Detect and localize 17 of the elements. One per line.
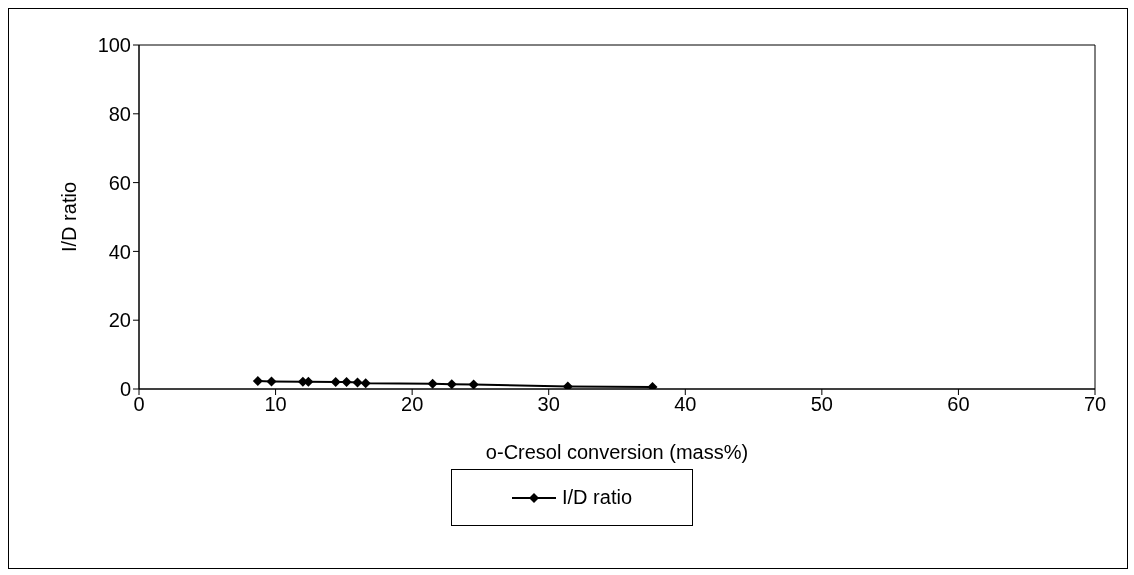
x-tick-label: 50 xyxy=(810,393,833,416)
legend-label: I/D ratio xyxy=(561,486,633,509)
x-tick-label: 40 xyxy=(674,393,697,416)
x-tick-label: 70 xyxy=(1083,393,1107,416)
y-tick-label: 20 xyxy=(108,309,131,332)
x-tick-label: 0 xyxy=(133,393,145,416)
y-axis-title: I/D ratio xyxy=(58,181,81,253)
y-tick-label: 80 xyxy=(108,102,131,125)
y-tick-label: 0 xyxy=(119,378,131,401)
y-tick-label: 60 xyxy=(108,171,131,194)
x-tick-label: 10 xyxy=(264,393,287,416)
x-tick-label: 30 xyxy=(537,393,560,416)
x-tick-label: 60 xyxy=(947,393,970,416)
y-tick-label: 40 xyxy=(108,240,131,263)
x-axis-title: o-Cresol conversion (mass%) xyxy=(485,441,749,463)
x-tick-label: 20 xyxy=(401,393,424,416)
y-tick-label: 100 xyxy=(97,34,131,57)
